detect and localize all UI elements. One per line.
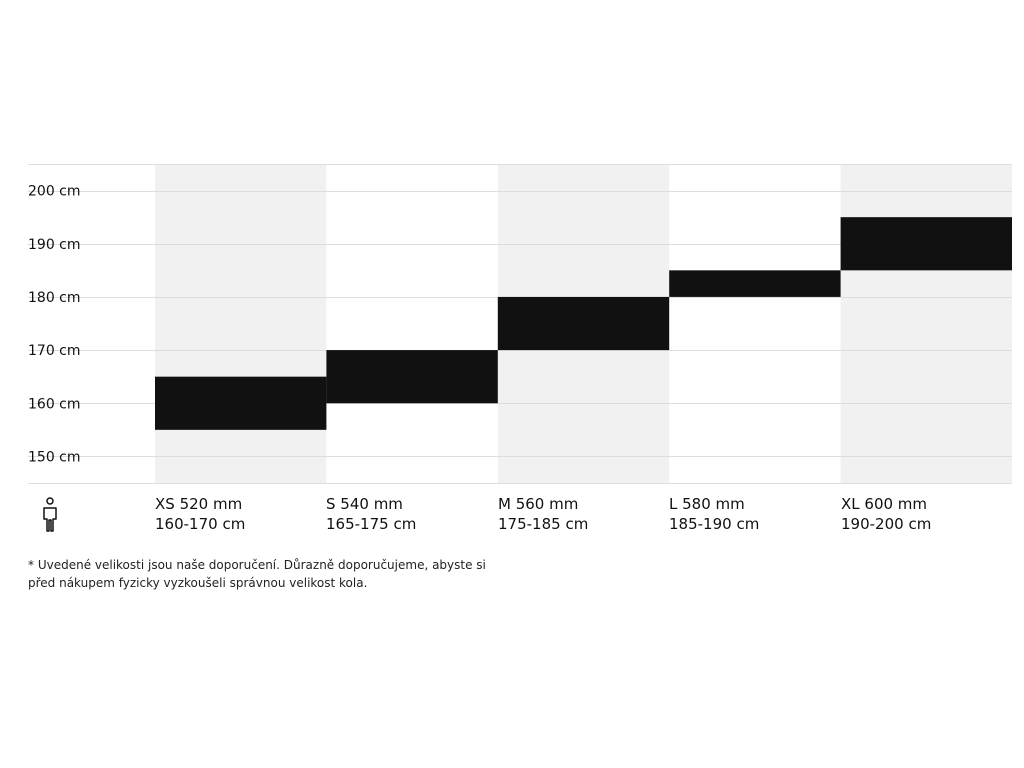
- range-bar: [155, 376, 327, 430]
- category-name: S 540 mm: [326, 495, 403, 513]
- category-range: 165-175 cm: [326, 515, 417, 533]
- footnote: * Uvedené velikosti jsou naše doporučení…: [28, 556, 528, 592]
- person-standing-icon: [43, 497, 57, 532]
- category-name: XL 600 mm: [841, 495, 928, 513]
- column-band: [155, 164, 327, 483]
- y-tick-label: 190 cm: [28, 237, 81, 253]
- column-band: [840, 164, 1012, 483]
- y-axis-ticks: 150 cm 160 cm 170 cm 180 cm 190 cm 200 cm: [28, 184, 81, 466]
- category-range: 160-170 cm: [155, 515, 246, 533]
- range-bar: [840, 217, 1012, 271]
- footnote-line: * Uvedené velikosti jsou naše doporučení…: [28, 558, 486, 572]
- category-label-s: S 540 mm 165-175 cm: [326, 494, 416, 534]
- category-label-l: L 580 mm 185-190 cm: [669, 494, 759, 534]
- range-bar: [497, 296, 670, 351]
- range-bar: [669, 270, 841, 297]
- size-chart: 150 cm 160 cm 170 cm 180 cm 190 cm 200 cm: [28, 164, 1012, 484]
- footnote-line: před nákupem fyzicky vyzkoušeli správnou…: [28, 576, 368, 590]
- category-range: 175-185 cm: [498, 515, 589, 533]
- range-bar: [326, 350, 498, 404]
- category-label-m: M 560 mm 175-185 cm: [498, 494, 588, 534]
- category-name: L 580 mm: [669, 495, 745, 513]
- category-range: 190-200 cm: [841, 515, 932, 533]
- category-name: M 560 mm: [498, 495, 579, 513]
- bars: [155, 217, 1012, 430]
- y-tick-label: 160 cm: [28, 396, 81, 412]
- y-tick-label: 150 cm: [28, 449, 81, 465]
- category-name: XS 520 mm: [155, 495, 243, 513]
- y-tick-label: 180 cm: [28, 290, 81, 306]
- category-range: 185-190 cm: [669, 515, 760, 533]
- y-tick-label: 200 cm: [28, 184, 81, 200]
- category-label-xs: XS 520 mm 160-170 cm: [155, 494, 245, 534]
- y-tick-label: 170 cm: [28, 343, 81, 359]
- category-label-xl: XL 600 mm 190-200 cm: [841, 494, 931, 534]
